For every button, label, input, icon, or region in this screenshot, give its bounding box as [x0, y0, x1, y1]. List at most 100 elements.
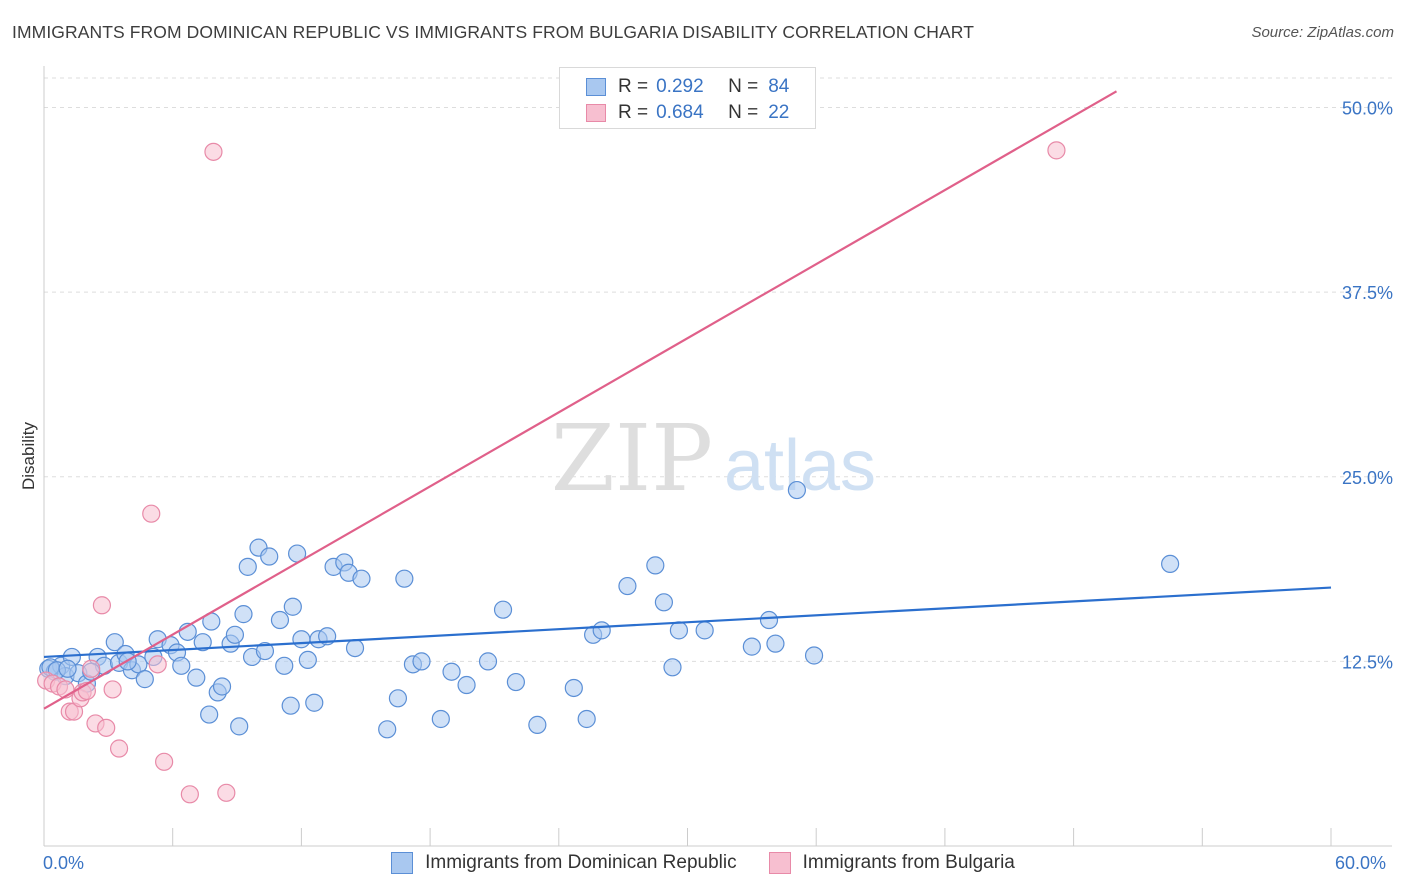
- point-dominican: [695, 621, 714, 640]
- point-dominican: [135, 670, 154, 689]
- point-dominican: [395, 569, 414, 588]
- chart-title: IMMIGRANTS FROM DOMINICAN REPUBLIC VS IM…: [12, 22, 974, 42]
- point-dominican: [442, 662, 461, 681]
- point-dominican: [528, 715, 547, 734]
- y-tick-label: 25.0%: [1342, 468, 1393, 488]
- point-dominican: [275, 656, 294, 675]
- point-dominican: [457, 675, 476, 695]
- point-bulgaria: [155, 752, 174, 771]
- point-bulgaria: [1047, 141, 1066, 160]
- point-dominican: [804, 646, 824, 665]
- point-dominican: [352, 569, 371, 588]
- legend-r-value: 0.684: [656, 102, 704, 123]
- watermark-zip: ZIP: [551, 405, 713, 512]
- legend-n-label: N =: [728, 76, 759, 97]
- axes: [43, 66, 1392, 847]
- legend-swatch-pink: [586, 104, 606, 122]
- point-dominican: [431, 709, 450, 729]
- y-tick-labels: 12.5% 25.0% 37.5% 50.0%: [1342, 99, 1393, 673]
- point-dominican: [412, 652, 431, 671]
- point-bulgaria: [180, 785, 199, 804]
- legend-label-bulgaria: Immigrants from Bulgaria: [802, 852, 1015, 873]
- point-dominican: [234, 605, 253, 624]
- point-dominican: [281, 696, 300, 715]
- point-dominican: [193, 633, 212, 652]
- series-bulgaria-points: [37, 141, 1066, 804]
- point-bulgaria: [148, 655, 167, 674]
- source-label: Source: ZipAtlas.com: [1251, 24, 1394, 41]
- point-dominican: [577, 709, 596, 729]
- point-dominican: [669, 621, 689, 640]
- point-bulgaria: [142, 504, 161, 523]
- y-tick-label: 37.5%: [1342, 283, 1393, 303]
- point-dominican: [187, 668, 206, 687]
- point-dominican: [493, 600, 513, 619]
- point-dominican: [305, 693, 324, 712]
- trend-lines: [43, 90, 1332, 710]
- legend-item-dominican[interactable]: Immigrants from Dominican Republic: [391, 852, 737, 874]
- legend-row-dominican: R = 0.292 N = 84: [586, 75, 789, 99]
- point-dominican: [654, 593, 674, 612]
- series-dominican-points: [39, 480, 1180, 739]
- point-dominican: [506, 672, 526, 692]
- legend-swatch-blue: [391, 852, 414, 874]
- y-axis-label: Disability: [19, 421, 38, 490]
- legend-r-label: R =: [618, 102, 649, 123]
- point-bulgaria: [82, 659, 101, 678]
- point-dominican: [230, 717, 249, 736]
- point-dominican: [238, 557, 257, 576]
- legend-n-label: N =: [728, 102, 759, 123]
- trend-line-bulgaria: [43, 90, 1118, 710]
- point-dominican: [345, 638, 365, 658]
- point-dominican: [260, 547, 279, 566]
- point-dominican: [388, 689, 408, 708]
- point-bulgaria: [103, 680, 122, 699]
- point-dominican: [759, 610, 779, 630]
- point-dominican: [212, 677, 232, 696]
- point-dominican: [378, 720, 397, 739]
- point-bulgaria: [92, 596, 112, 615]
- point-dominican: [663, 658, 682, 677]
- point-dominican: [255, 641, 275, 661]
- point-dominican: [787, 480, 806, 500]
- point-bulgaria: [217, 783, 236, 802]
- x-tick-min: 0.0%: [43, 853, 85, 873]
- point-dominican: [742, 637, 761, 656]
- legend-row-bulgaria: R = 0.684 N = 22: [586, 101, 789, 125]
- legend-item-bulgaria[interactable]: Immigrants from Bulgaria: [768, 852, 1015, 874]
- y-tick-label: 50.0%: [1342, 99, 1393, 119]
- legend-swatch-pink: [768, 852, 791, 874]
- series-legend: Immigrants from Dominican Republic Immig…: [0, 852, 1406, 874]
- x-tick-max: 60.0%: [1335, 853, 1387, 873]
- legend-r-label: R =: [618, 76, 649, 97]
- point-dominican: [200, 705, 219, 724]
- legend-swatch-blue: [586, 78, 606, 96]
- point-dominican: [618, 576, 637, 596]
- point-dominican: [298, 650, 317, 670]
- trend-line-dominican: [43, 586, 1332, 659]
- legend-n-value: 84: [768, 76, 790, 97]
- y-tick-label: 12.5%: [1342, 652, 1393, 672]
- point-dominican: [58, 659, 77, 678]
- point-dominican: [766, 634, 785, 653]
- point-bulgaria: [97, 718, 116, 737]
- point-dominican: [225, 625, 245, 644]
- point-dominican: [646, 556, 665, 575]
- point-dominican: [592, 621, 611, 640]
- point-dominican: [270, 610, 290, 630]
- legend-n-value: 22: [768, 102, 790, 123]
- legend-label-dominican: Immigrants from Dominican Republic: [425, 852, 737, 873]
- point-bulgaria: [204, 142, 223, 161]
- point-dominican: [1161, 554, 1180, 574]
- point-dominican: [105, 633, 124, 652]
- point-dominican: [172, 656, 191, 675]
- watermark: ZIP atlas: [551, 405, 876, 512]
- point-dominican: [292, 630, 311, 649]
- point-dominican: [564, 678, 583, 698]
- point-bulgaria: [109, 739, 129, 758]
- point-dominican: [478, 652, 498, 671]
- point-dominican: [283, 597, 302, 616]
- legend-r-value: 0.292: [656, 76, 704, 97]
- stats-legend: R = 0.292 N = 84 R = 0.684 N = 22: [559, 67, 816, 129]
